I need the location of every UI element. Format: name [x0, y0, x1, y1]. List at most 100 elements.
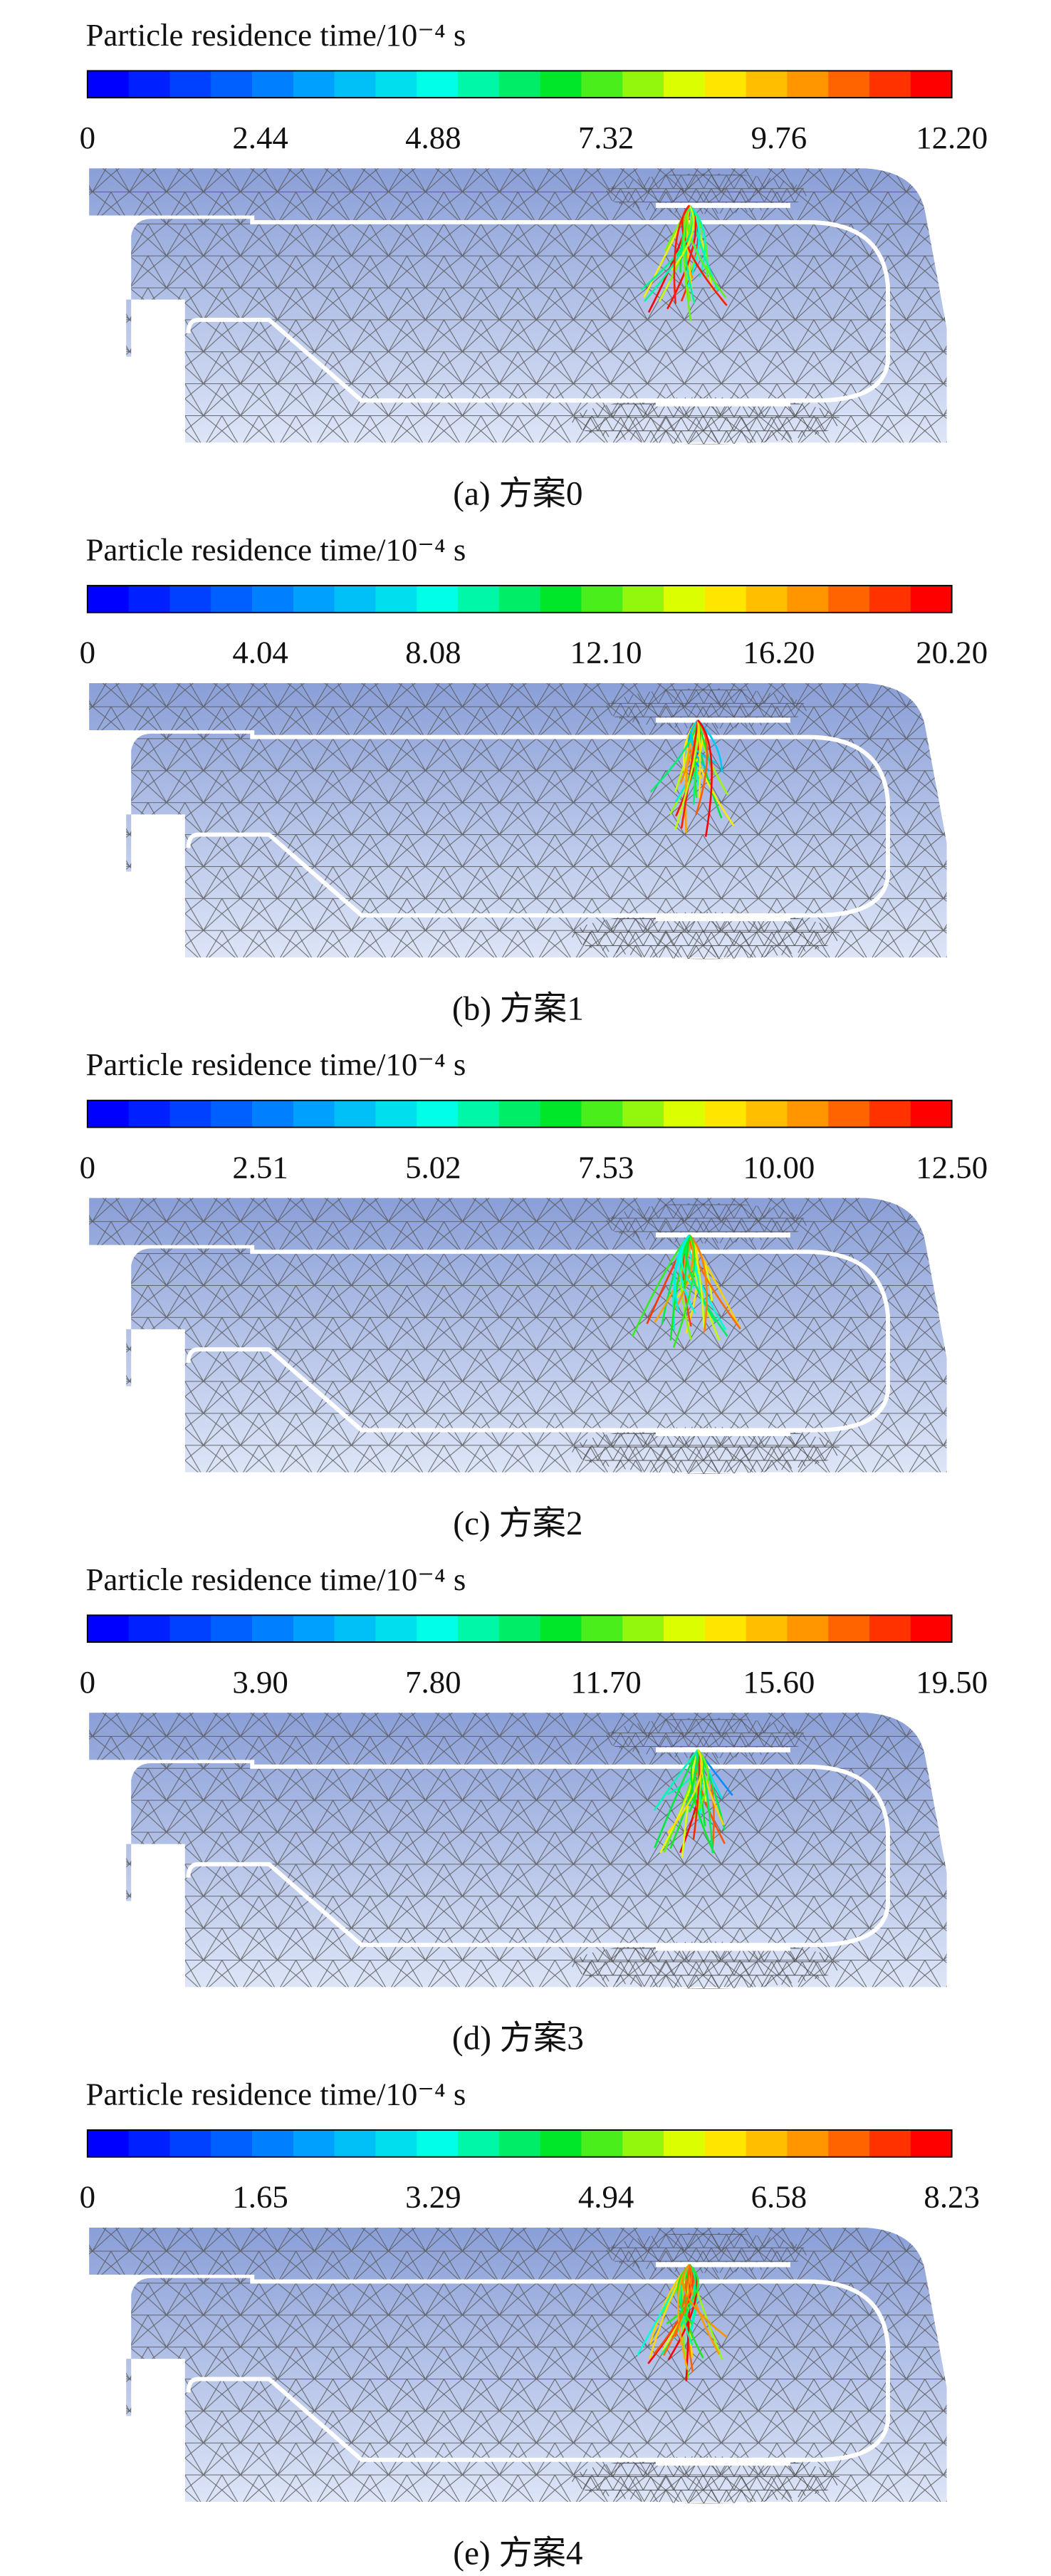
colorbar-tick-label: 7.80 — [405, 1664, 461, 1700]
colorbar-tick-label: 4.94 — [578, 2179, 634, 2215]
colorbar-cell — [869, 1615, 911, 1643]
colorbar-cell — [787, 586, 829, 613]
colorbar-cell — [334, 1100, 377, 1128]
inner-channel — [186, 730, 890, 918]
colorbar-cell — [293, 2129, 335, 2157]
particle-track — [689, 720, 717, 764]
cutout — [126, 2416, 185, 2504]
particle-track — [671, 204, 695, 271]
inlet-slot — [656, 1232, 790, 1436]
colorbar-cell — [128, 1615, 171, 1643]
colorbar-cell — [128, 2129, 171, 2157]
colorbar-cell — [169, 2129, 211, 2157]
particle-track — [681, 1749, 699, 1859]
colorbar-cell — [787, 1615, 829, 1643]
colorbar-title: Particle residence time/10⁻⁴ s — [85, 17, 466, 53]
colorbar-cell — [293, 586, 335, 613]
colorbar-cell — [746, 1615, 788, 1643]
colorbar-cell — [828, 1615, 870, 1643]
panel: Particle residence time/10⁻⁴ s 0 1.65 3.29 4… — [80, 2077, 980, 2572]
colorbar-cell — [169, 1100, 211, 1128]
colorbar-cell — [787, 1100, 829, 1128]
colorbar-cell — [417, 1615, 459, 1643]
colorbar-cell — [581, 586, 623, 613]
mesh-grid — [89, 1713, 947, 1988]
inlet-slot — [656, 1747, 790, 1951]
colorbar-cell — [169, 586, 211, 613]
colorbar-cell — [458, 71, 500, 98]
colorbar-cell — [664, 586, 706, 613]
colorbar-cell — [828, 586, 870, 613]
colorbar-tick-label: 7.53 — [578, 1149, 634, 1185]
cutout — [126, 356, 185, 445]
particle-track — [683, 1235, 691, 1289]
colorbar-cell — [87, 586, 130, 613]
colorbar-cell — [417, 1100, 459, 1128]
colorbar-cell — [128, 586, 171, 613]
colorbar-cell — [828, 71, 870, 98]
colorbar-cell — [540, 71, 582, 98]
colorbar-tick-label: 3.90 — [232, 1664, 288, 1700]
colorbar-cell — [375, 586, 417, 613]
colorbar-cell — [211, 71, 253, 98]
colorbar-cell — [581, 1100, 623, 1128]
colorbar-frame — [86, 1614, 953, 1643]
colorbar-title: Particle residence time/10⁻⁴ s — [85, 1046, 466, 1082]
cutout — [126, 1901, 185, 1989]
particle-track — [653, 1749, 699, 1812]
particle-track — [693, 1749, 709, 1818]
colorbar-cell — [375, 2129, 417, 2157]
inner-channel — [186, 215, 890, 403]
mesh-dense — [571, 912, 841, 960]
colorbar-tick-label: 12.50 — [916, 1149, 988, 1185]
colorbar-frame — [86, 70, 953, 99]
colorbar-cell — [787, 71, 829, 98]
colorbar-cell — [169, 1615, 211, 1643]
colorbar-cell — [704, 2129, 747, 2157]
colorbar-cell — [128, 1100, 171, 1128]
inner-channel — [186, 2275, 890, 2462]
colorbar-tick-label: 11.70 — [570, 1664, 641, 1700]
colorbar-cell — [704, 1100, 747, 1128]
inner-channel — [186, 1760, 890, 1948]
colorbar-tick-label: 0 — [80, 2179, 95, 2215]
colorbar-tick-label: 5.02 — [405, 1149, 461, 1185]
colorbar-cell — [375, 71, 417, 98]
colorbar-cell — [211, 2129, 253, 2157]
colorbar-tick-label: 0 — [80, 1149, 95, 1185]
colorbar-title: Particle residence time/10⁻⁴ s — [85, 1562, 466, 1597]
caption: (c) 方案2 — [453, 1505, 582, 1542]
colorbar-tick-label: 20.20 — [916, 635, 988, 670]
colorbar-cell — [87, 1100, 130, 1128]
colorbar-cell — [787, 2129, 829, 2157]
cutout — [89, 1245, 127, 1474]
cutout — [89, 730, 127, 960]
colorbar-frame — [86, 1099, 953, 1128]
colorbar-cell — [540, 586, 582, 613]
cutout — [89, 1760, 127, 1989]
mesh-dense — [571, 397, 841, 445]
colorbar-tick-label: 9.76 — [751, 120, 807, 155]
inner-channel — [186, 1245, 890, 1433]
colorbar-tick-label: 0 — [80, 120, 95, 155]
colorbar-cell — [498, 71, 541, 98]
cutout — [126, 871, 185, 960]
colorbar-tick-label: 8.08 — [405, 635, 461, 670]
colorbar-cell — [540, 2129, 582, 2157]
colorbar-cell — [828, 1100, 870, 1128]
particle-track — [673, 204, 691, 304]
panel: Particle residence time/10⁻⁴ s 0 3.90 7.80 1… — [80, 1562, 988, 2057]
colorbar-cell — [458, 1100, 500, 1128]
colorbar-cell — [252, 2129, 294, 2157]
colorbar-cell — [211, 1615, 253, 1643]
colorbar-cell — [704, 586, 747, 613]
colorbar-cell — [498, 2129, 541, 2157]
colorbar-tick-label: 1.65 — [232, 2179, 288, 2215]
colorbar-cell — [334, 586, 377, 613]
colorbar-tick-label: 6.58 — [751, 2179, 807, 2215]
colorbar-cell — [252, 1615, 294, 1643]
particle-track — [696, 720, 701, 799]
colorbar-cell — [664, 1615, 706, 1643]
colorbar-cell — [869, 71, 911, 98]
